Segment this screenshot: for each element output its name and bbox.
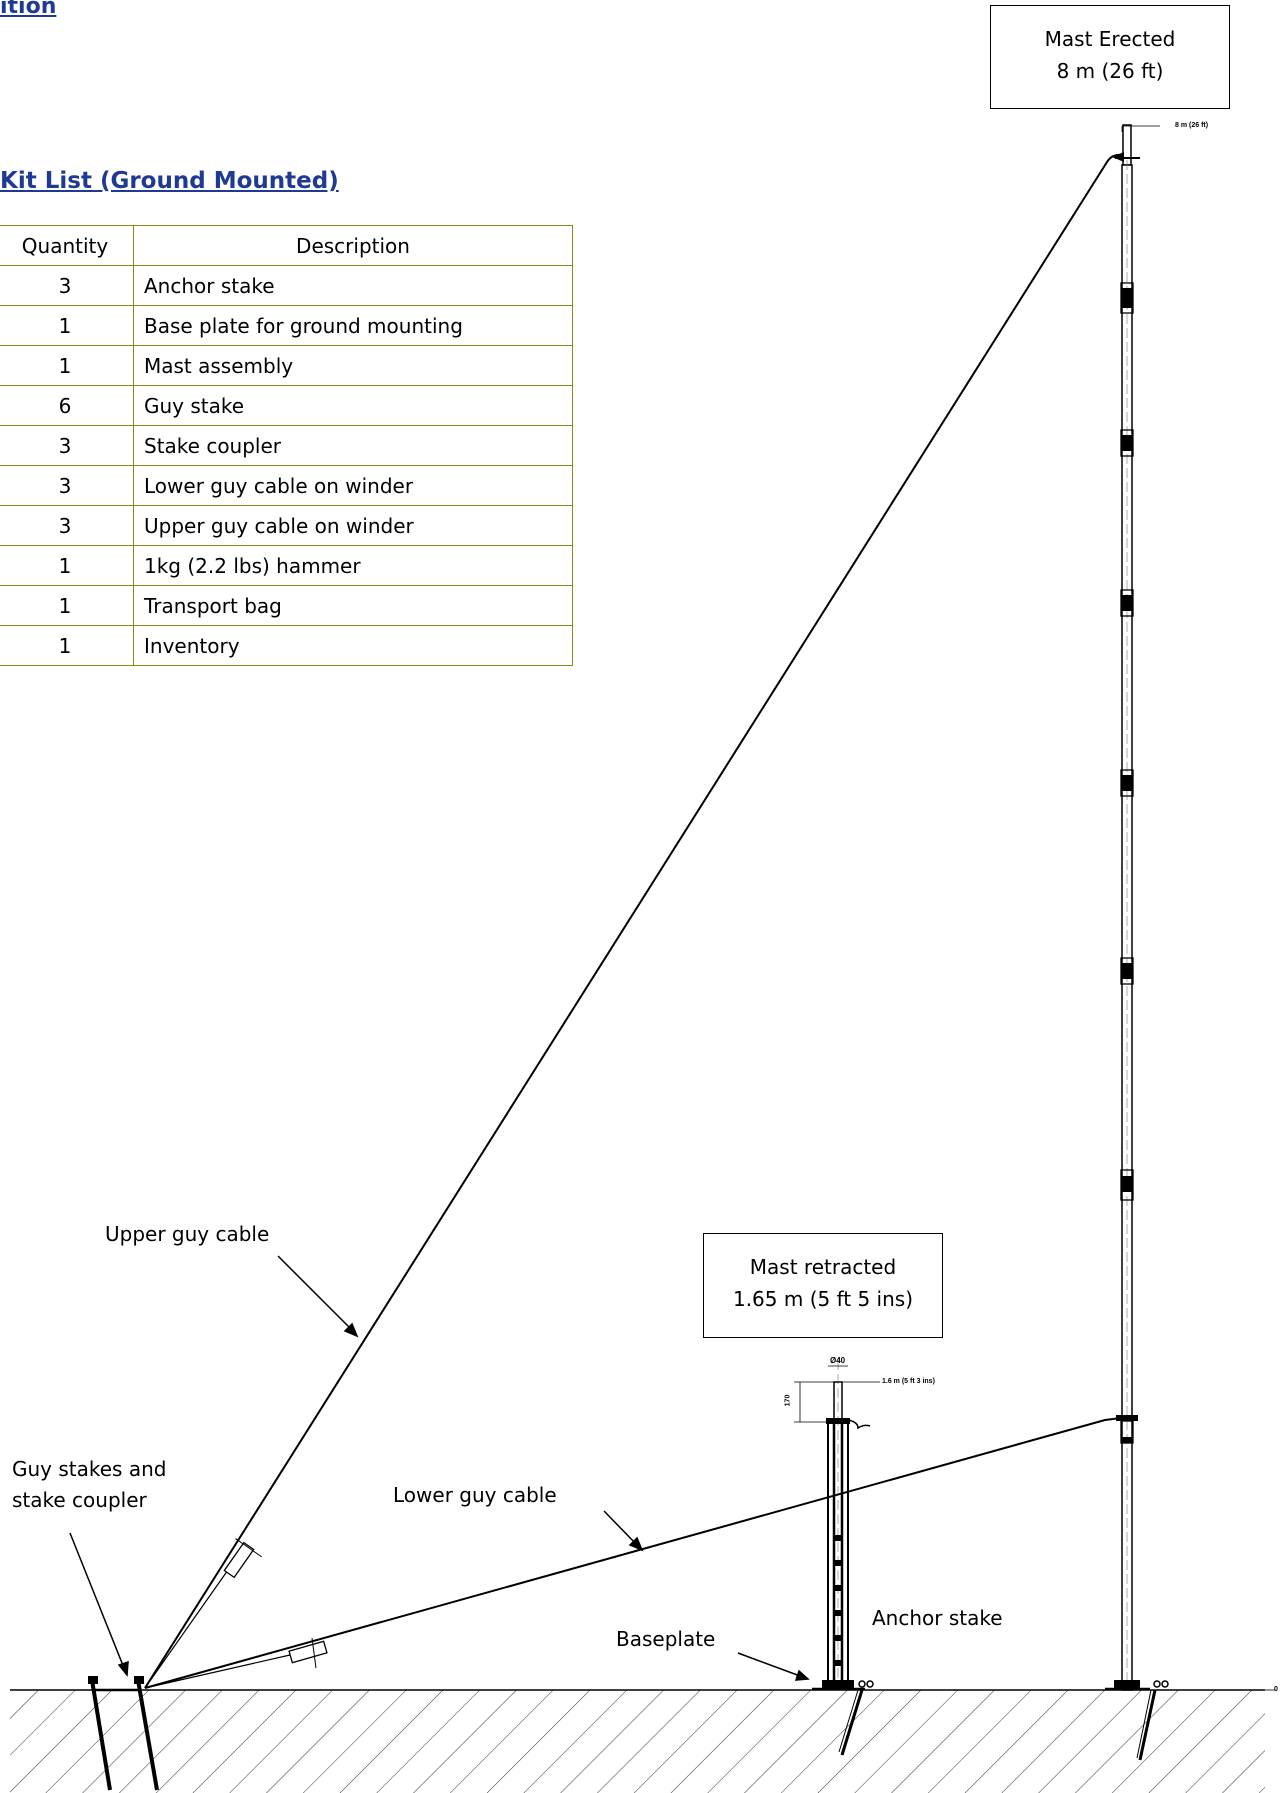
lower-guy-cable xyxy=(144,1417,1122,1689)
kit-list-heading: Kit List (Ground Mounted) xyxy=(0,168,339,194)
table-row: 1 Transport bag xyxy=(0,585,573,626)
description-cell: 1kg (2.2 lbs) hammer xyxy=(133,545,573,586)
guy-stakes-label-line2: stake coupler xyxy=(12,1488,147,1512)
description-cell: Guy stake xyxy=(133,385,573,426)
retracted-mast xyxy=(794,1360,880,1756)
description-cell: Upper guy cable on winder xyxy=(133,505,573,546)
kit-list-table: Quantity Description 3 Anchor stake 1 Base … xyxy=(0,225,573,666)
table-row: 3 Anchor stake xyxy=(0,265,573,306)
quantity-cell: 3 xyxy=(0,425,134,466)
quantity-cell: 3 xyxy=(0,465,134,506)
section-heading-fragment: ition xyxy=(0,0,57,19)
table-row: 3 Lower guy cable on winder xyxy=(0,465,573,506)
description-cell: Anchor stake xyxy=(133,265,573,306)
guy-cables xyxy=(144,153,1122,1689)
quantity-cell: 3 xyxy=(0,265,134,306)
description-cell: Base plate for ground mounting xyxy=(133,305,573,346)
guy-stakes-label: Guy stakes and stake coupler xyxy=(12,1454,166,1516)
description-cell: Mast assembly xyxy=(133,345,573,386)
mast-retracted-height: 1.65 m (5 ft 5 ins) xyxy=(732,1287,914,1311)
diameter-dimension: Ø40 xyxy=(830,1356,846,1365)
upper-guy-cable-label: Upper guy cable xyxy=(105,1222,270,1246)
kit-list-body: 3 Anchor stake 1 Base plate for ground moun… xyxy=(0,265,573,666)
table-row: 6 Guy stake xyxy=(0,385,573,426)
guy-stakes xyxy=(88,1676,159,1791)
mast-erected-title: Mast Erected xyxy=(1044,27,1176,51)
table-row: 1 Mast assembly xyxy=(0,345,573,386)
table-row: 1 1kg (2.2 lbs) hammer xyxy=(0,545,573,586)
table-row: 1 Inventory xyxy=(0,625,573,666)
ground-zero-dimension: 0 xyxy=(1274,1686,1278,1693)
ground-section xyxy=(10,1689,1265,1793)
table-row: 3 Stake coupler xyxy=(0,425,573,466)
mast-erected-height: 8 m (26 ft) xyxy=(1056,59,1164,83)
leader-arrows xyxy=(69,1255,810,1681)
anchor-stake-label: Anchor stake xyxy=(872,1606,1003,1630)
description-cell: Inventory xyxy=(133,625,573,666)
mast-retracted-title: Mast retracted xyxy=(749,1255,897,1279)
table-row: 1 Base plate for ground mounting xyxy=(0,305,573,346)
quantity-cell: 1 xyxy=(0,625,134,666)
quantity-cell: 6 xyxy=(0,385,134,426)
mast-retracted-box: Mast retracted 1.65 m (5 ft 5 ins) xyxy=(703,1233,943,1338)
erected-height-dimension: 8 m (26 ft) xyxy=(1175,122,1209,129)
quantity-cell: 1 xyxy=(0,305,134,346)
upper-guy-cable xyxy=(144,153,1122,1689)
erected-mast xyxy=(1105,124,1275,1761)
table-row: 3 Upper guy cable on winder xyxy=(0,505,573,546)
description-cell: Stake coupler xyxy=(133,425,573,466)
mast-erected-box: Mast Erected 8 m (26 ft) xyxy=(990,5,1230,109)
guy-stakes-label-line1: Guy stakes and xyxy=(12,1457,167,1481)
retracted-height-dimension: 1.6 m (5 ft 3 ins) xyxy=(882,1378,935,1385)
description-cell: Transport bag xyxy=(133,585,573,626)
baseplate-label: Baseplate xyxy=(616,1627,716,1651)
section-dimension: 170 xyxy=(784,1394,792,1407)
description-cell: Lower guy cable on winder xyxy=(133,465,573,506)
lower-guy-cable-label: Lower guy cable xyxy=(393,1483,557,1507)
